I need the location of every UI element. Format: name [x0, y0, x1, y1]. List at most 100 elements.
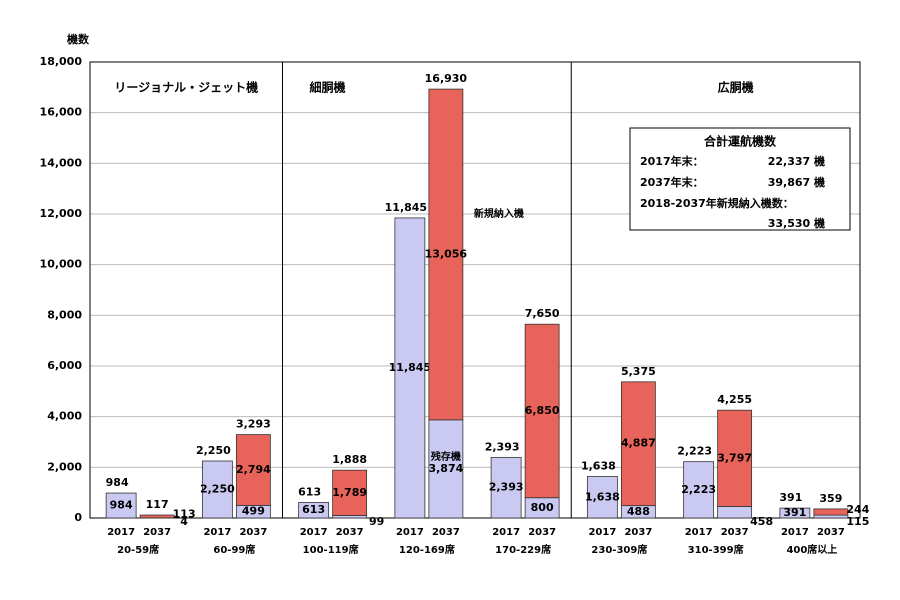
bar-2037-segment	[813, 508, 849, 516]
section-label: 細胴機	[309, 80, 345, 95]
bar-2017	[105, 492, 137, 519]
segment-label: 1,789	[332, 486, 367, 499]
bar-top-label: 1,638	[581, 460, 616, 473]
segment-label: 4,887	[621, 437, 656, 450]
bar-2037-segment	[139, 514, 175, 519]
bar-top-label: 984	[106, 476, 129, 489]
bar-year-label: 2017	[588, 527, 616, 538]
segment-label: 458	[750, 515, 773, 528]
summary-label: 2018-2037年新規納入機数：	[640, 196, 794, 210]
bar-year-label: 2017	[300, 527, 328, 538]
bar-2017	[201, 460, 233, 519]
bar-2017	[779, 507, 811, 519]
bar-year-label: 2037	[817, 527, 845, 538]
total-label: 3,293	[236, 418, 271, 431]
bar-top-label: 11,845	[385, 201, 427, 214]
bar-top-label: 613	[298, 485, 321, 498]
bar-2037-segment	[813, 514, 849, 519]
bar-top-label: 2,250	[196, 444, 231, 457]
bar-top-label: 391	[779, 491, 802, 504]
summary-box	[629, 127, 851, 231]
x-tick-label: 310-399席	[688, 543, 744, 556]
y-axis-label: 機数	[67, 32, 90, 46]
bar-2017	[298, 502, 330, 519]
y-tick-label: 16,000	[40, 106, 83, 119]
bar-2017	[586, 476, 618, 519]
total-label: 5,375	[621, 365, 656, 378]
bar-inner-label: 11,845	[389, 361, 431, 374]
bar-2017	[394, 217, 426, 519]
section-label: 広胴機	[718, 80, 754, 95]
bar-2037-segment	[717, 409, 753, 507]
bar-year-label: 2037	[336, 527, 364, 538]
segment-label: 99	[369, 515, 384, 528]
bar-year-label: 2037	[721, 527, 749, 538]
bar-year-label: 2037	[432, 527, 460, 538]
y-tick-label: 8,000	[47, 308, 82, 321]
bar-year-label: 2017	[781, 527, 809, 538]
bar-inner-label: 391	[783, 506, 806, 519]
bar-2017	[490, 456, 522, 519]
summary-label: 2037年末：	[640, 175, 704, 189]
total-label: 359	[819, 492, 842, 505]
segment-label: 4	[180, 515, 188, 528]
bar-year-label: 2037	[624, 527, 652, 538]
y-tick-label: 14,000	[40, 156, 83, 169]
bar-year-label: 2037	[239, 527, 267, 538]
bar-top-label: 2,223	[677, 445, 712, 458]
x-tick-label: 120-169席	[399, 543, 455, 556]
segment-label: 2,794	[236, 463, 271, 476]
total-label: 7,650	[525, 307, 560, 320]
bar-inner-label: 613	[302, 503, 325, 516]
bar-year-label: 2017	[203, 527, 231, 538]
y-tick-label: 6,000	[47, 359, 82, 372]
x-tick-label: 100-119席	[303, 543, 359, 556]
bar-year-label: 2017	[685, 527, 713, 538]
bar-inner-label: 1,638	[585, 490, 620, 503]
summary-value: 33,530 機	[768, 216, 825, 230]
y-tick-label: 18,000	[40, 55, 83, 68]
bar-2037-segment	[620, 381, 656, 507]
bar-2037-segment	[524, 323, 560, 499]
x-tick-label: 400席以上	[786, 543, 837, 556]
bar-year-label: 2017	[396, 527, 424, 538]
y-tick-label: 12,000	[40, 207, 83, 220]
segment-label: 115	[846, 515, 869, 528]
x-tick-label: 230-309席	[591, 543, 647, 556]
section-label: リージョナル・ジェット機	[114, 80, 258, 95]
summary-value: 39,867 機	[768, 175, 825, 189]
total-label: 117	[146, 498, 169, 511]
y-tick-label: 2,000	[47, 460, 82, 473]
summary-title: 合計運航機数	[704, 134, 777, 149]
bar-2037-segment	[332, 469, 368, 516]
segment-label: 3,874	[428, 462, 463, 475]
bar-year-label: 2017	[492, 527, 520, 538]
bar-inner-label: 2,393	[489, 481, 524, 494]
x-tick-label: 20-59席	[117, 543, 159, 556]
bar-year-label: 2017	[107, 527, 135, 538]
segment-label: 6,850	[525, 404, 560, 417]
y-tick-label: 10,000	[40, 258, 83, 271]
bar-2037-segment	[235, 434, 271, 506]
segment-label: 499	[242, 505, 265, 518]
segment-label: 488	[627, 505, 650, 518]
bar-year-label: 2037	[143, 527, 171, 538]
segment-label: 800	[531, 501, 554, 514]
bar-inner-label: 2,223	[681, 483, 716, 496]
summary-label: 2017年末：	[640, 154, 704, 168]
bar-inner-label: 984	[110, 499, 133, 512]
bar-2037-segment	[428, 419, 464, 519]
bar-top-label: 2,393	[485, 440, 520, 453]
annotation: 新規納入機	[474, 207, 524, 220]
bar-year-label: 2037	[528, 527, 556, 538]
total-label: 4,255	[717, 393, 752, 406]
total-label: 16,930	[425, 72, 468, 85]
plot-border	[89, 61, 861, 519]
annotation: 残存機	[431, 450, 461, 463]
segment-label: 113	[173, 507, 196, 520]
segment-label: 244	[846, 503, 869, 516]
total-label: 1,888	[332, 453, 367, 466]
x-tick-label: 60-99席	[213, 543, 255, 556]
bar-2037-segment	[428, 88, 464, 421]
